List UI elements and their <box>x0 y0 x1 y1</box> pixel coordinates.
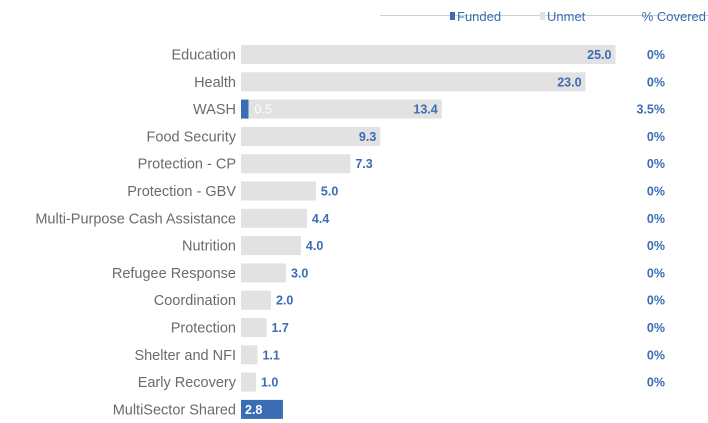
bar-row: Coordination 2.0 0% <box>154 290 665 310</box>
bar-unmet <box>241 372 256 392</box>
pct-covered-value: 0% <box>647 376 665 390</box>
total-value-label: 3.0 <box>291 266 308 280</box>
bar-row: Education 25.0 0% <box>172 45 665 64</box>
bar-row: Food Security 9.3 0% <box>147 126 665 146</box>
pct-covered-value: 0% <box>647 157 665 171</box>
pct-covered-value: 0% <box>647 321 665 335</box>
pct-covered-value: 3.5% <box>637 103 666 117</box>
total-value-label: 4.0 <box>306 239 323 253</box>
category-label: Food Security <box>147 129 237 145</box>
bar-unmet <box>241 318 267 337</box>
bar-funded <box>241 399 283 419</box>
pct-covered-value: 0% <box>647 212 665 226</box>
bar-row: Protection - CP 7.3 0% <box>138 154 665 174</box>
legend: Funded Unmet % Covered <box>380 9 708 24</box>
bars: Education 25.0 0% Health 23.0 0% WASH 13.4 0.5 3.… <box>35 45 665 419</box>
legend-label-funded: Funded <box>457 9 501 24</box>
total-value-label: 4.4 <box>312 212 329 226</box>
total-value-label: 13.4 <box>413 103 437 117</box>
bar-funded <box>241 99 249 119</box>
category-label: Nutrition <box>182 239 236 255</box>
total-value-label: 1.1 <box>262 348 279 362</box>
category-label: Protection - CP <box>138 157 236 173</box>
category-label: Education <box>172 48 237 64</box>
total-value-label: 7.3 <box>355 157 372 171</box>
category-label: Shelter and NFI <box>134 348 236 364</box>
category-label: Protection - GBV <box>127 184 236 200</box>
pct-covered-value: 0% <box>647 294 665 308</box>
total-value-label: 2.0 <box>276 294 293 308</box>
category-label: WASH <box>193 102 236 118</box>
pct-covered-header: % Covered <box>642 9 706 24</box>
category-label: Multi-Purpose Cash Assistance <box>35 211 236 227</box>
bar-row: Protection 1.7 0% <box>171 318 665 337</box>
category-label: Protection <box>171 321 236 337</box>
pct-covered-value: 0% <box>647 348 665 362</box>
bar-row: Protection - GBV 5.0 0% <box>127 181 665 201</box>
total-value-label: 23.0 <box>557 75 581 89</box>
legend-label-unmet: Unmet <box>547 9 586 24</box>
pct-covered-value: 0% <box>647 239 665 253</box>
bar-row: Early Recovery 1.0 0% <box>138 372 665 392</box>
pct-covered-value: 0% <box>647 266 665 280</box>
bar-unmet <box>241 263 286 283</box>
bar-unmet <box>241 45 616 64</box>
bar-row: Multi-Purpose Cash Assistance 4.4 0% <box>35 208 665 228</box>
bar-unmet <box>241 99 442 119</box>
category-label: MultiSector Shared <box>113 402 236 418</box>
category-label: Refugee Response <box>112 266 236 282</box>
legend-swatch-funded <box>450 12 455 20</box>
bar-unmet <box>241 290 271 310</box>
bar-unmet <box>241 126 381 146</box>
bar-row: MultiSector Shared 2.8 <box>113 399 283 419</box>
category-label: Coordination <box>154 293 236 309</box>
bar-row: Shelter and NFI 1.1 0% <box>134 345 665 365</box>
pct-covered-value: 0% <box>647 48 665 62</box>
funded-value-label: 0.5 <box>254 103 271 117</box>
bar-unmet <box>241 181 316 201</box>
category-label: Early Recovery <box>138 375 237 391</box>
bar-unmet <box>241 236 301 256</box>
bar-unmet <box>241 208 307 228</box>
pct-covered-value: 0% <box>647 130 665 144</box>
bar-unmet <box>241 345 258 365</box>
bar-unmet <box>241 72 586 92</box>
bar-row: WASH 13.4 0.5 3.5% <box>193 99 666 119</box>
total-value-label: 1.0 <box>261 376 278 390</box>
legend-swatch-unmet <box>540 12 545 20</box>
pct-covered-value: 0% <box>647 75 665 89</box>
bar-row: Health 23.0 0% <box>194 72 665 92</box>
bar-row: Nutrition 4.0 0% <box>182 236 665 256</box>
total-value-label: 5.0 <box>321 185 338 199</box>
total-value-label: 1.7 <box>271 321 288 335</box>
category-label: Health <box>194 75 236 91</box>
pct-covered-value: 0% <box>647 185 665 199</box>
bar-row: Refugee Response 3.0 0% <box>112 263 665 283</box>
total-value-label: 25.0 <box>587 48 611 62</box>
total-value-label: 9.3 <box>359 130 376 144</box>
total-value-label: 2.8 <box>245 403 262 417</box>
bar-unmet <box>241 154 351 174</box>
